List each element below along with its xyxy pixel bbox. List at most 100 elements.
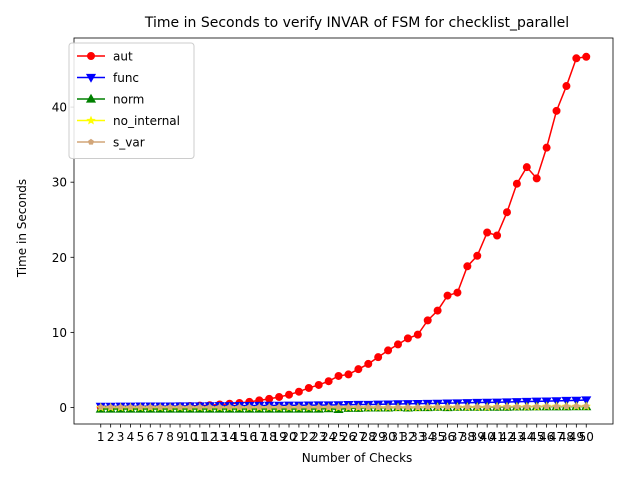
x-tick-label: 35 [430,430,445,444]
x-tick-label: 37 [450,430,465,444]
y-axis-label: Time in Seconds [15,179,29,278]
data-point [206,403,213,410]
data-point [463,262,472,271]
data-point [147,403,154,410]
data-point [117,403,124,410]
data-point [414,403,421,410]
data-point [137,403,144,410]
data-point [176,403,184,410]
legend-marker [86,115,96,125]
data-point [393,340,402,349]
x-tick-label: 18 [262,430,277,444]
x-tick-label: 26 [341,430,356,444]
data-point [583,402,590,409]
x-tick-label: 46 [539,430,554,444]
x-tick-label: 34 [420,430,435,444]
data-point [573,402,580,409]
series-s-var [97,402,590,410]
x-tick-label: 42 [499,430,514,444]
data-point [354,365,363,374]
x-tick-label: 36 [440,430,455,444]
x-tick-label: 49 [569,430,584,444]
data-point [256,403,263,410]
x-tick-label: 44 [519,430,534,444]
x-tick-label: 8 [166,430,174,444]
data-point [403,334,412,343]
data-point [325,403,332,410]
data-point [374,353,383,362]
data-point [571,396,582,406]
x-tick-label: 6 [146,430,154,444]
x-tick-label: 39 [470,430,485,444]
data-point [503,403,511,410]
data-point [127,403,134,410]
data-point [494,403,501,410]
data-point [444,403,451,410]
data-point [483,228,492,237]
x-tick-label: 13 [212,430,227,444]
legend-label: s_var [113,136,145,150]
legend-label: aut [113,50,133,64]
data-point [493,231,502,240]
y-tick-label: 40 [52,101,67,115]
x-tick-label: 17 [252,430,267,444]
axes-frame [73,37,614,425]
x-tick-label: 32 [400,430,415,444]
x-tick-label: 28 [361,430,376,444]
data-point [265,394,274,403]
data-point [304,383,313,392]
data-point [404,403,411,410]
x-tick-label: 31 [390,430,405,444]
data-point [157,403,164,410]
data-point [552,106,561,115]
x-tick-label: 47 [549,430,564,444]
data-point [275,392,284,401]
x-tick-label: 40 [480,430,495,444]
data-point [375,403,382,410]
data-point [453,288,462,297]
x-tick-label: 19 [271,430,286,444]
data-point [473,251,482,260]
data-point [334,371,343,380]
x-tick-label: 15 [232,430,247,444]
data-point [97,403,104,410]
data-point [533,403,540,409]
x-tick-label: 22 [301,430,316,444]
x-tick-label: 1 [97,430,105,444]
legend-entry: func [77,71,139,85]
data-point [582,52,591,61]
data-point [246,403,253,410]
data-point [167,403,174,410]
x-tick-label: 9 [176,430,184,444]
x-tick-label: 43 [509,430,524,444]
legend-frame [68,42,195,159]
data-point [364,359,373,368]
x-tick-label: 4 [127,430,135,444]
x-tick-label: 5 [137,430,145,444]
legend-label: norm [113,93,144,107]
data-point [561,396,572,406]
data-point [581,396,592,406]
x-tick-label: 20 [281,430,296,444]
data-point [236,403,243,410]
data-point [315,403,322,410]
x-tick-label: 12 [202,430,217,444]
data-point [512,179,521,188]
chart-title: Time in Seconds to verify INVAR of FSM f… [144,15,569,31]
data-point [434,403,441,410]
data-point [305,403,312,410]
x-tick-label: 41 [489,430,504,444]
legend-label: func [113,71,139,85]
data-point [266,403,273,410]
data-point [314,380,323,389]
data-point [572,54,581,63]
x-tick-label: 33 [410,430,425,444]
data-point [543,403,550,409]
x-tick-label: 38 [460,430,475,444]
data-point [216,403,223,410]
data-point [424,403,431,410]
data-point [474,403,481,410]
data-point [344,370,353,379]
data-point [384,346,393,355]
x-tick-label: 29 [371,430,386,444]
